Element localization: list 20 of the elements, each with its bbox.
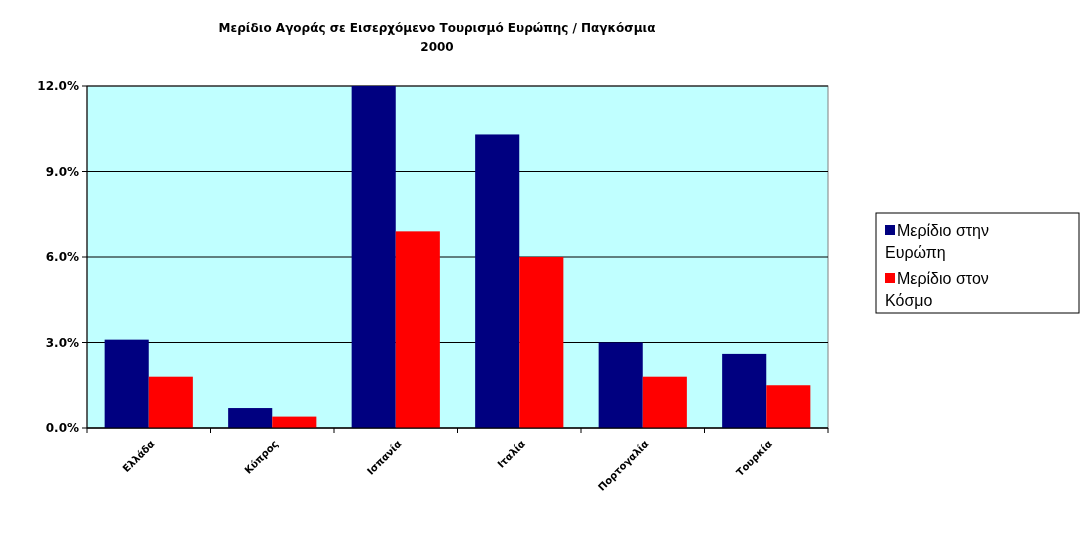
- legend-label: Μερίδιο στην Ευρώπη: [885, 221, 990, 261]
- bar: [148, 376, 193, 428]
- legend-label: Μερίδιο στον Κόσμο: [885, 269, 989, 309]
- bar: [351, 86, 396, 428]
- chart-subtitle: 2000: [420, 40, 454, 54]
- y-tick-label: 3.0%: [45, 335, 79, 350]
- bar: [519, 257, 564, 428]
- bar: [475, 134, 520, 428]
- y-tick-label: 9.0%: [45, 164, 79, 179]
- y-tick-label: 12.0%: [37, 79, 79, 94]
- bar: [722, 353, 767, 428]
- bar: [766, 385, 811, 428]
- chart-title: Μερίδιο Αγοράς σε Εισερχόμενο Τουρισμό Ευρώπης / Παγκόσμια: [218, 21, 656, 35]
- y-tick-label: 6.0%: [45, 250, 79, 265]
- bar: [228, 408, 273, 428]
- y-tick-label: 0.0%: [45, 421, 79, 436]
- bar: [104, 339, 149, 428]
- bar: [598, 342, 643, 428]
- bar: [395, 231, 440, 428]
- bar: [642, 376, 687, 428]
